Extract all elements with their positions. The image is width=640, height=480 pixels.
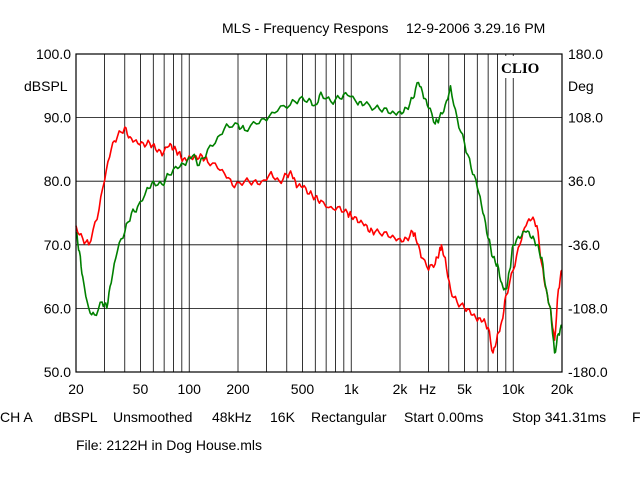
- file-name: File: 2122H in Dog House.mls: [76, 437, 262, 453]
- y-tick-label-right: 108.0: [568, 110, 603, 126]
- y-tick-label-left: 100.0: [36, 46, 71, 62]
- tick-labels: 20 50 100 200 500 1k 2k 5k 10k 20k 100.0 90.0 80.0 70…: [36, 46, 608, 397]
- setting-item: Unsmoothed: [113, 409, 192, 425]
- y-tick-label-left: 90.0: [44, 110, 71, 126]
- y-tick-label-right: -108.0: [568, 300, 608, 316]
- x-tick-label: 50: [133, 381, 149, 397]
- x-tick-label: 200: [226, 381, 250, 397]
- measurement-settings: CH A dBSPL Unsmoothed 48kHz 16K Rectangular St…: [0, 409, 640, 425]
- grid-lines: [76, 54, 562, 372]
- y-axis-label-right: Deg: [568, 78, 594, 94]
- series-line-2: [75, 81, 563, 354]
- setting-item: Stop 341.31ms: [512, 409, 606, 425]
- x-tick-label: 1k: [344, 381, 360, 397]
- x-tick-label: 500: [291, 381, 315, 397]
- chart-timestamp: 12-9-2006 3.29.16 PM: [406, 20, 545, 36]
- setting-item: Start 0.00ms: [404, 409, 483, 425]
- y-tick-label-right: -180.0: [568, 364, 608, 380]
- chart-title: MLS - Frequency Respons: [222, 20, 389, 36]
- setting-item: 48kHz: [212, 409, 252, 425]
- y-axis-label-left: dBSPL: [24, 78, 68, 94]
- x-tick-label: 5k: [457, 381, 473, 397]
- x-tick-label: 2k: [393, 381, 409, 397]
- x-axis-unit-label: Hz: [419, 381, 436, 397]
- y-tick-label-right: 180.0: [568, 46, 603, 62]
- data-series: [75, 81, 563, 354]
- setting-item: CH A: [0, 409, 33, 425]
- y-tick-label-right: 36.0: [568, 173, 595, 189]
- setting-item: 16K: [270, 409, 296, 425]
- brand-label-box: [498, 56, 548, 78]
- series-line-1: [75, 126, 563, 354]
- x-tick-label: 100: [178, 381, 202, 397]
- x-tick-label: 10k: [502, 381, 526, 397]
- x-tick-label: 20: [68, 381, 84, 397]
- y-tick-label-left: 80.0: [44, 173, 71, 189]
- y-tick-label-left: 70.0: [44, 237, 71, 253]
- y-tick-label-left: 50.0: [44, 364, 71, 380]
- setting-item: dBSPL: [54, 409, 98, 425]
- y-tick-label-right: -36.0: [568, 237, 600, 253]
- x-tick-label: 20k: [551, 381, 575, 397]
- y-tick-label-left: 60.0: [44, 300, 71, 316]
- setting-item: Rectangular: [311, 409, 387, 425]
- brand-label: CLIO: [501, 61, 539, 77]
- plot-frame: [75, 53, 563, 373]
- setting-item: F: [632, 409, 640, 425]
